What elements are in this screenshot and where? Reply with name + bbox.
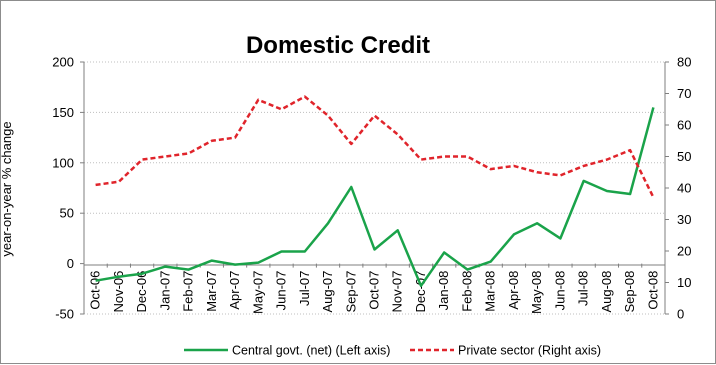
legend-label-private-sector: Private sector (Right axis)	[458, 344, 601, 358]
x-tick-label: Jul-08	[576, 271, 591, 306]
left-y-tick-label: 50	[60, 206, 74, 221]
x-tick-label: Nov-07	[390, 271, 405, 313]
x-tick-label: Apr-07	[227, 271, 242, 310]
x-tick-label: Oct-06	[88, 271, 103, 310]
left-y-tick-label: 150	[52, 105, 74, 120]
left-y-tick-label: 100	[52, 155, 74, 170]
x-tick-label: Jun-07	[274, 271, 289, 311]
left-y-tick-label: 0	[67, 256, 74, 271]
x-tick-label: Nov-06	[111, 271, 126, 313]
x-tick-label: Oct-08	[645, 271, 660, 310]
x-tick-label: Sep-08	[622, 271, 637, 313]
x-tick-label: Oct-07	[367, 271, 382, 310]
x-tick-labels: Oct-06 Nov-06 Dec-06 Jan-07 Feb-07 Mar-07 Apr-…	[83, 263, 666, 314]
x-tick-label: Jul-07	[297, 271, 312, 306]
legend-label-central-govt: Central govt. (net) (Left axis)	[232, 344, 390, 358]
x-tick-label: Feb-07	[181, 271, 196, 312]
chart-title: Domestic Credit	[246, 32, 430, 59]
x-tick-label: Jan-08	[436, 271, 451, 311]
right-y-tick-label: 10	[677, 275, 691, 290]
left-y-tick-label: -50	[55, 307, 74, 322]
x-tick-label: Dec-06	[134, 271, 149, 313]
private-sector-line	[95, 95, 655, 198]
right-y-tick-label: 30	[677, 212, 691, 227]
y-axis-label: year-on-year % change	[1, 121, 14, 256]
series-lines	[95, 95, 655, 288]
left-y-tick-labels: -50 0 50 100 150 200	[52, 55, 84, 322]
x-tick-label: Apr-08	[506, 271, 521, 310]
right-y-tick-label: 80	[677, 55, 691, 70]
right-y-tick-label: 60	[677, 118, 691, 133]
right-y-tick-label: 0	[677, 307, 684, 322]
x-tick-label: May-07	[250, 271, 265, 314]
x-tick-label: Mar-08	[483, 271, 498, 312]
right-y-tick-label: 20	[677, 244, 691, 259]
x-tick-label: Mar-07	[204, 271, 219, 312]
x-tick-label: Aug-07	[320, 271, 335, 313]
left-y-tick-label: 200	[52, 55, 74, 70]
right-y-tick-label: 50	[677, 149, 691, 164]
legend: Central govt. (net) (Left axis) Private …	[184, 344, 601, 358]
right-y-tick-labels: 0 10 20 30 40 50 60 70 80	[665, 55, 691, 322]
central-govt-line	[95, 107, 655, 288]
x-tick-label: Jun-08	[552, 271, 567, 311]
x-tick-label: Aug-08	[599, 271, 614, 313]
right-y-tick-label: 40	[677, 181, 691, 196]
x-tick-label: Jan-07	[157, 271, 172, 311]
x-tick-label: May-08	[529, 271, 544, 314]
gridlines	[84, 61, 665, 315]
right-y-tick-label: 70	[677, 86, 691, 101]
x-tick-label: Sep-07	[343, 271, 358, 313]
x-tick-label: Feb-08	[459, 271, 474, 312]
